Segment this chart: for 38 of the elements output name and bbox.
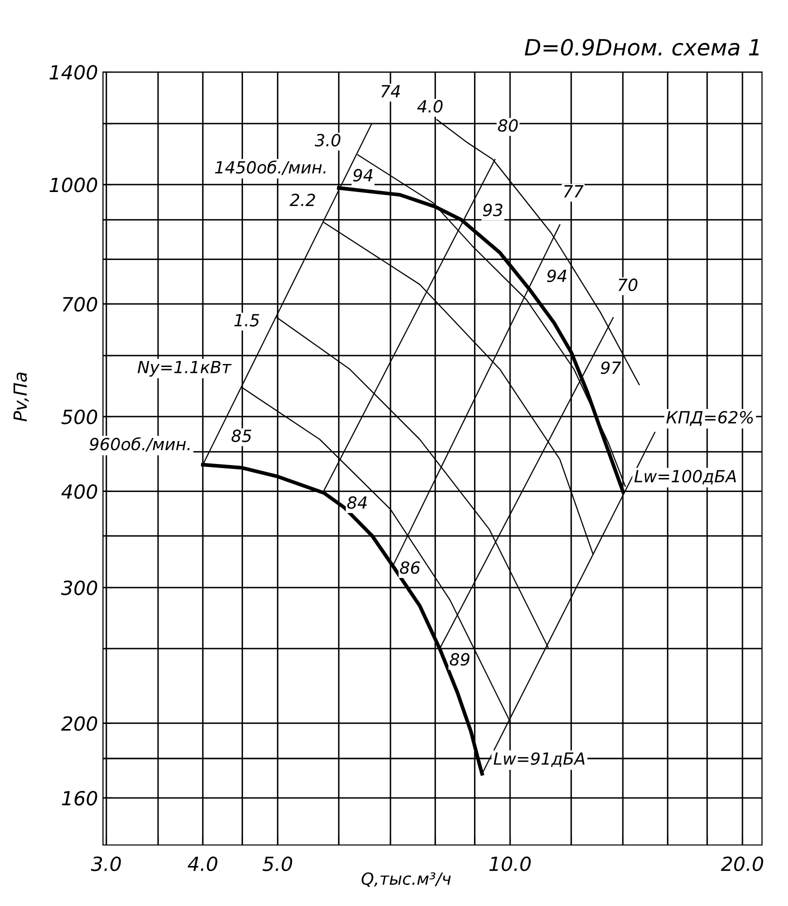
y-tick-label: 400: [61, 484, 98, 499]
annotation: 89: [450, 653, 470, 666]
annotation: Ny=1.1кВт: [138, 361, 232, 377]
annotation: 960об./мин.: [90, 437, 190, 452]
y-tick-label: 300: [61, 580, 98, 596]
x-tick-label: 3.0: [90, 856, 121, 872]
annotation: 2.2: [290, 194, 316, 206]
annotation: 3.0: [314, 134, 340, 146]
x-tick-label: 20.0: [720, 856, 764, 872]
y-tick-label: 1400: [50, 64, 98, 80]
annotation: 80: [498, 119, 518, 132]
y-tick-label: 160: [62, 790, 98, 806]
y-tick-label: 500: [61, 410, 98, 424]
x-tick-label: 4.0: [188, 856, 218, 872]
annotation: 94: [353, 168, 372, 182]
annotation: 97: [600, 361, 622, 374]
annotation: Lw=100дБА: [634, 470, 736, 485]
y-tick-label: 1000: [50, 178, 98, 192]
annotation: КПД=62%: [666, 410, 753, 426]
annotation: 86: [400, 561, 420, 574]
annotation: 77: [564, 185, 584, 198]
x-axis-title: Q,тыс.м³/ч: [362, 872, 451, 887]
annotation: 4.0: [417, 100, 443, 113]
y-tick-label: 200: [61, 716, 98, 731]
annotation: 1.5: [234, 314, 260, 326]
annotation: 74: [381, 85, 400, 98]
x-tick-label: 10.0: [489, 856, 531, 872]
annotation: 70: [618, 278, 638, 292]
annotation: 1450об./мин.: [215, 160, 326, 175]
y-tick-label: 700: [62, 296, 98, 312]
x-tick-label: 5.0: [262, 856, 292, 872]
annotation: Lw=91дБА: [494, 752, 585, 767]
annotation: 93: [482, 204, 502, 216]
y-axis-title: Pv,Па: [14, 372, 29, 422]
annotation: 85: [232, 430, 252, 442]
annotation: 94: [547, 270, 566, 282]
chart-title: D=0.9Dном. схема 1: [524, 38, 759, 56]
annotation: 84: [347, 496, 367, 509]
